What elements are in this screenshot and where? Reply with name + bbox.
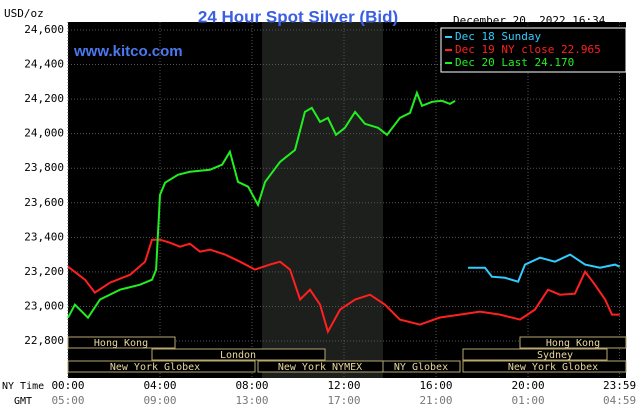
y-tick-label: 23,200 xyxy=(24,265,64,278)
y-tick-label: 22,800 xyxy=(24,334,64,347)
price-line xyxy=(67,238,620,335)
legend-label: Dec 19 NY close 22.965 xyxy=(455,43,601,56)
watermark: www.kitco.com xyxy=(73,43,183,60)
session-bar xyxy=(67,336,176,349)
x-tick-label: 08:00 xyxy=(235,379,268,392)
session-label: New York NYMEX xyxy=(278,362,362,373)
session-label: Sydney xyxy=(537,350,573,361)
x-tick-label: 00:00 xyxy=(51,379,84,392)
y-tick-label: 24,600 xyxy=(24,23,64,36)
y-tick-label: 23,600 xyxy=(24,196,64,209)
x-tick-label: 04:00 xyxy=(143,379,176,392)
session-bar xyxy=(462,348,608,361)
y-tick-label: 23,000 xyxy=(24,299,64,312)
timestamp: December 20, 2022 16:34 xyxy=(453,14,606,27)
x-tick-label: 16:00 xyxy=(419,379,452,392)
gmt-tick-label: 04:59 xyxy=(603,394,636,407)
session-label: London xyxy=(220,350,256,361)
y-tick-label: 23,400 xyxy=(24,230,64,243)
y-tick-label: 23,800 xyxy=(24,161,64,174)
session-label: NY Globex xyxy=(394,362,448,373)
session-bar xyxy=(462,360,627,373)
session-bar xyxy=(382,360,461,373)
y-tick-label: 24,400 xyxy=(24,58,64,71)
gmt-tick-label: 13:00 xyxy=(235,394,268,407)
gmt-tick-label: 09:00 xyxy=(143,394,176,407)
x-tick-label: 12:00 xyxy=(327,379,360,392)
price-line xyxy=(468,253,621,283)
session-bar xyxy=(67,360,256,373)
gmt-tick-label: 21:00 xyxy=(419,394,452,407)
session-label: New York Globex xyxy=(110,362,200,373)
row-label: NY Time xyxy=(2,381,44,392)
session-bar xyxy=(151,348,326,361)
session-label: Hong Kong xyxy=(546,338,600,349)
y-tick-label: 24,200 xyxy=(24,92,64,105)
axes: 22,800 23,000 23,200 23,400 23,600 23,800 24,0… xyxy=(24,23,636,407)
session-label: Hong Kong xyxy=(94,338,148,349)
legend-label: Dec 20 Last 24.170 xyxy=(455,56,574,69)
x-tick-label: 23:59 xyxy=(603,379,636,392)
gmt-tick-label: 05:00 xyxy=(51,394,84,407)
gmt-tick-label: 01:00 xyxy=(511,394,544,407)
y-tick-label: 24,000 xyxy=(24,127,64,140)
x-tick-label: 20:00 xyxy=(511,379,544,392)
price-line xyxy=(67,90,456,320)
gmt-tick-label: 17:00 xyxy=(327,394,360,407)
unit-label: USD/oz xyxy=(4,7,44,20)
chart-title: 24 Hour Spot Silver (Bid) xyxy=(198,7,398,26)
session-label: New York Globex xyxy=(508,362,598,373)
lines-layer xyxy=(67,90,621,335)
nymex-shade xyxy=(262,22,383,378)
legend-box xyxy=(440,27,627,73)
row-label: GMT xyxy=(14,396,32,407)
legend-label: Dec 18 Sunday xyxy=(455,30,541,43)
session-bar xyxy=(519,336,627,349)
sessions: Hong Kong London New York Globex New Yor… xyxy=(67,336,627,373)
